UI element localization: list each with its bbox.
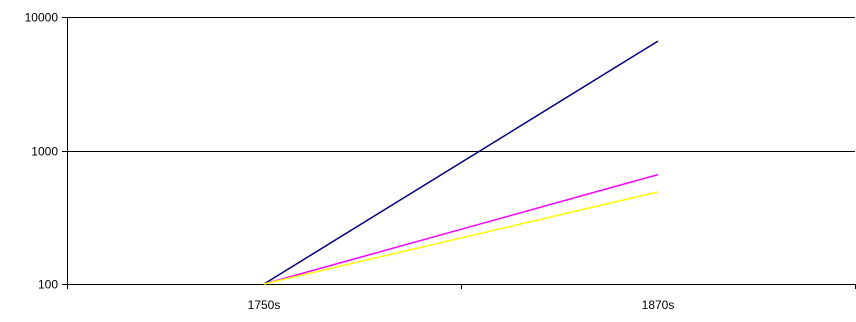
gridlines <box>67 17 855 285</box>
series-line-3 <box>263 191 659 285</box>
y-axis-tick-labels: 100 1000 10000 <box>25 11 59 292</box>
series-line-1 <box>263 40 659 285</box>
series-line-2 <box>263 173 659 285</box>
x-tick-label: 1750s <box>248 298 281 312</box>
y-tick-label: 100 <box>38 278 58 292</box>
x-axis-tick-labels: 1750s 1870s <box>248 298 675 312</box>
x-tick-label: 1870s <box>642 298 675 312</box>
y-tick-label: 10000 <box>25 11 59 25</box>
y-tick-label: 1000 <box>31 145 58 159</box>
series-lines <box>263 40 659 285</box>
axes <box>62 17 856 289</box>
